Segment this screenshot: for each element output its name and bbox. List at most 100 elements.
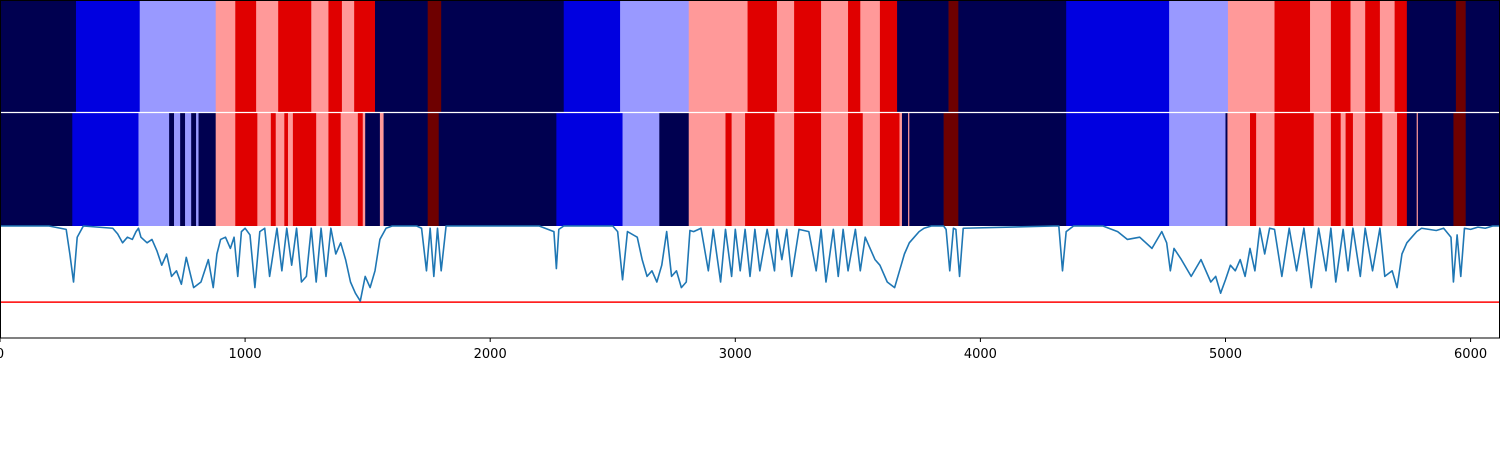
bottom-segmentation-band (0, 112, 1500, 226)
x-tick-label: 1000 (229, 347, 262, 362)
band-1-segment-15 (284, 112, 289, 226)
band-0-segment-10 (354, 0, 376, 113)
band-1-segment-32 (725, 112, 732, 226)
band-0-segment-39 (1465, 0, 1500, 113)
band-1-segment-53 (1274, 112, 1315, 226)
band-1-segment-57 (1345, 112, 1354, 226)
band-1-segment-26 (427, 112, 440, 226)
band-0-segment-18 (776, 0, 795, 113)
band-1-segment-7 (191, 112, 197, 226)
x-tick-label: 3000 (719, 347, 752, 362)
band-1-segment-45 (943, 112, 959, 226)
band-1-segment-12 (257, 112, 272, 226)
band-1-segment-21 (357, 112, 364, 226)
band-1-segment-55 (1330, 112, 1342, 226)
band-0-segment-19 (794, 0, 822, 113)
line-panel-background (0, 226, 1500, 338)
band-1-segment-42 (901, 112, 909, 226)
band-0-segment-0 (0, 0, 77, 113)
band-1-segment-10 (215, 112, 236, 226)
band-0-segment-1 (75, 0, 141, 113)
band-1-segment-6 (185, 112, 192, 226)
band-0-segment-21 (848, 0, 861, 113)
band-1-segment-35 (774, 112, 795, 226)
band-0-segment-25 (948, 0, 959, 113)
band-0-segment-29 (1227, 0, 1275, 113)
band-0-segment-32 (1330, 0, 1351, 113)
band-0-segment-38 (1455, 0, 1467, 113)
band-1-segment-51 (1250, 112, 1257, 226)
band-0-segment-35 (1379, 0, 1395, 113)
band-1-segment-31 (688, 112, 726, 226)
band-1-segment-5 (180, 112, 186, 226)
band-1-segment-9 (198, 112, 217, 226)
band-0-segment-15 (620, 0, 690, 113)
band-0-segment-27 (1066, 0, 1170, 113)
band-1-segment-48 (1169, 112, 1226, 226)
band-1-segment-3 (169, 112, 175, 226)
band-0-segment-22 (860, 0, 881, 113)
band-1-segment-47 (1066, 112, 1170, 226)
band-0-segment-5 (256, 0, 279, 113)
band-1-segment-0 (0, 112, 73, 226)
band-1-segment-36 (794, 112, 822, 226)
band-1-segment-22 (362, 112, 366, 226)
band-0-segment-3 (215, 0, 236, 113)
band-1-segment-62 (1406, 112, 1418, 226)
band-0-segment-11 (375, 0, 429, 113)
band-1-segment-14 (275, 112, 285, 226)
x-axis: 0 1000 2000 3000 4000 5000 6000 (0, 338, 1487, 362)
top-segmentation-band (0, 0, 1500, 113)
band-0-segment-16 (688, 0, 748, 113)
band-1-segment-8 (196, 112, 199, 226)
band-1-segment-60 (1382, 112, 1398, 226)
band-1-segment-40 (879, 112, 900, 226)
band-1-segment-65 (1453, 112, 1467, 226)
x-tick-label: 0 (0, 347, 4, 362)
band-1-segment-29 (622, 112, 660, 226)
x-tick-label: 4000 (964, 347, 997, 362)
band-1-segment-13 (270, 112, 277, 226)
band-0-segment-17 (747, 0, 778, 113)
band-1-segment-38 (848, 112, 864, 226)
band-0-segment-28 (1169, 0, 1229, 113)
band-0-segment-37 (1406, 0, 1457, 113)
band-0-segment-2 (139, 0, 217, 113)
band-0-segment-34 (1365, 0, 1381, 113)
band-0-segment-24 (897, 0, 949, 113)
band-0-segment-23 (879, 0, 898, 113)
band-1-segment-23 (365, 112, 381, 226)
band-1-segment-58 (1352, 112, 1366, 226)
x-tick-label: 5000 (1209, 347, 1242, 362)
band-1-segment-18 (316, 112, 329, 226)
band-1-segment-1 (72, 112, 139, 226)
band-1-segment-66 (1465, 112, 1500, 226)
band-1-segment-46 (958, 112, 1067, 226)
band-1-segment-56 (1340, 112, 1346, 226)
band-1-segment-59 (1365, 112, 1383, 226)
band-0-segment-13 (441, 0, 565, 113)
band-1-segment-33 (731, 112, 746, 226)
band-1-segment-49 (1225, 112, 1228, 226)
band-1-segment-54 (1313, 112, 1332, 226)
band-1-segment-20 (340, 112, 359, 226)
band-1-segment-30 (659, 112, 690, 226)
band-1-segment-28 (556, 112, 623, 226)
x-tick-label: 2000 (474, 347, 507, 362)
band-1-segment-4 (174, 112, 181, 226)
band-1-segment-52 (1256, 112, 1275, 226)
band-1-segment-17 (292, 112, 317, 226)
band-1-segment-63 (1416, 112, 1419, 226)
band-1-segment-44 (909, 112, 944, 226)
band-1-segment-34 (745, 112, 775, 226)
band-1-segment-19 (328, 112, 342, 226)
band-1-segment-61 (1397, 112, 1408, 226)
band-1-segment-43 (908, 112, 910, 226)
band-0-segment-14 (563, 0, 621, 113)
band-0-segment-12 (427, 0, 442, 113)
band-0-segment-9 (341, 0, 355, 113)
band-0-segment-6 (278, 0, 312, 113)
band-1-segment-2 (138, 112, 170, 226)
x-tick-label: 6000 (1454, 347, 1487, 362)
